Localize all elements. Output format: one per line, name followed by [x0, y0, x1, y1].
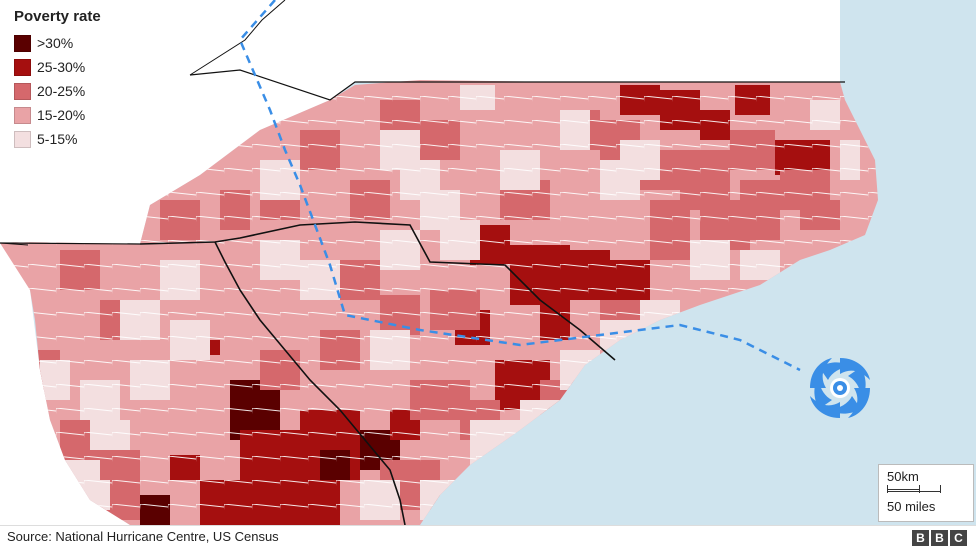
- legend-swatch: [14, 34, 31, 52]
- footer-divider: [0, 525, 976, 526]
- legend-swatch: [14, 58, 31, 76]
- legend-item: 25-30%: [14, 55, 101, 79]
- legend-item: >30%: [14, 31, 101, 55]
- bbc-logo: B B C: [912, 530, 967, 546]
- legend: Poverty rate >30% 25-30% 20-25% 15-20% 5…: [14, 8, 101, 151]
- scale-tick: [940, 485, 941, 493]
- ky-border: [0, 242, 29, 246]
- source-note: Source: National Hurricane Centre, US Ce…: [7, 529, 279, 544]
- legend-title: Poverty rate: [14, 8, 101, 25]
- legend-label: 5-15%: [37, 131, 78, 147]
- legend-item: 20-25%: [14, 79, 101, 103]
- hurricane-icon: [810, 358, 870, 418]
- scale-line: [887, 489, 919, 490]
- logo-letter: C: [950, 530, 967, 546]
- nc-sc-border: [139, 221, 616, 361]
- neighbor-states: [0, 0, 840, 244]
- scale-bar: 50km 50 miles: [878, 464, 974, 522]
- western-land: [0, 243, 130, 525]
- poverty-map: [0, 0, 976, 525]
- legend-label: 15-20%: [37, 107, 86, 123]
- legend-swatch: [14, 106, 31, 124]
- storm-track: [238, 0, 801, 372]
- legend-item: 15-20%: [14, 103, 101, 127]
- scale-tick: [919, 485, 920, 493]
- legend-label: 25-30%: [37, 59, 86, 75]
- legend-label: >30%: [37, 35, 74, 51]
- legend-swatch: [14, 130, 31, 148]
- scale-km-label: 50km: [887, 469, 919, 484]
- va-nc-border: [189, 69, 845, 101]
- legend-item: 5-15%: [14, 127, 101, 151]
- logo-letter: B: [912, 530, 929, 546]
- legend-swatch: [14, 82, 31, 100]
- scale-miles-label: 50 miles: [887, 499, 936, 514]
- legend-label: 20-25%: [37, 83, 86, 99]
- logo-letter: B: [931, 530, 948, 546]
- scale-line-miles: [887, 491, 940, 492]
- scale-tick: [887, 485, 888, 493]
- va-region-line: [189, 0, 286, 76]
- ga-sc-border: [214, 241, 406, 525]
- tn-border: [0, 242, 141, 245]
